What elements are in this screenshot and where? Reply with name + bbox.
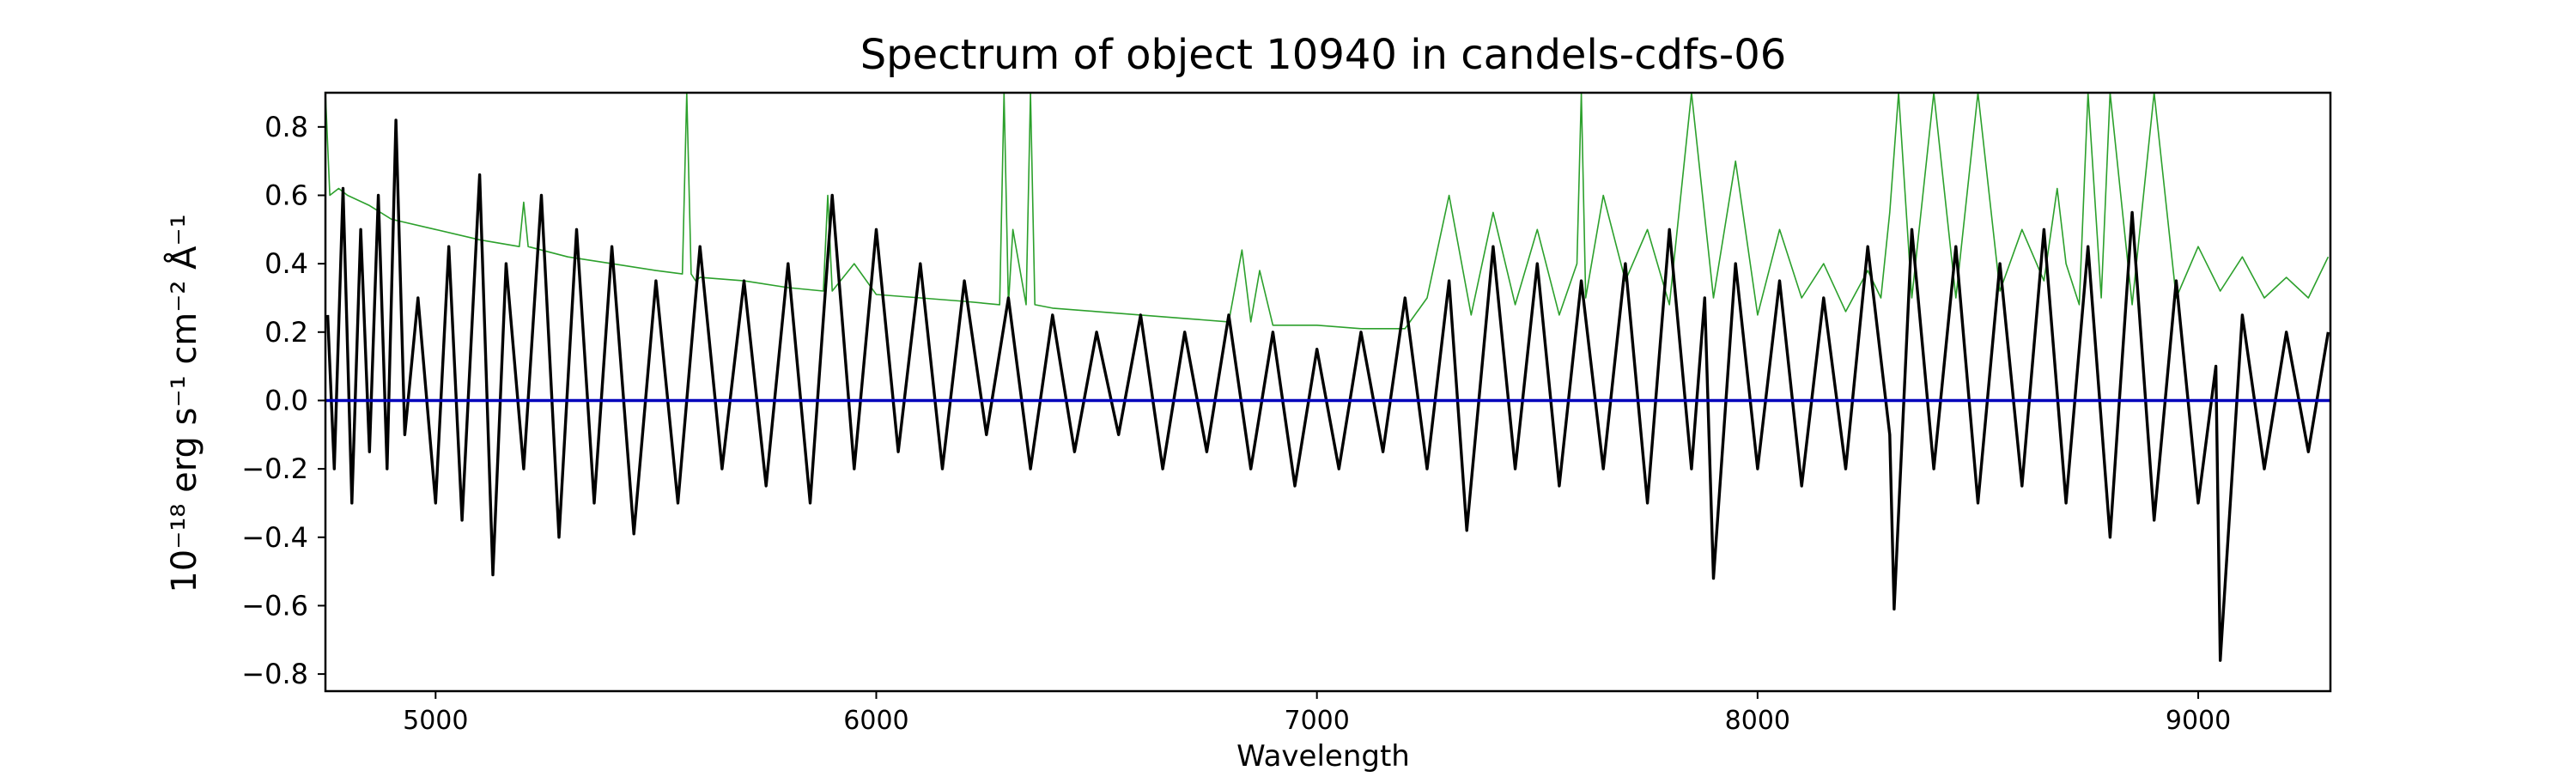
y-tick-label: 0.0 <box>264 384 308 416</box>
y-tick-label: 0.4 <box>264 247 308 280</box>
x-axis: 5000 6000 7000 8000 9000 <box>403 691 2231 736</box>
x-tick-label: 8000 <box>1725 706 1790 736</box>
x-tick-label: 7000 <box>1284 706 1349 736</box>
y-axis: −0.8 −0.6 −0.4 −0.2 0.0 0.2 0.4 0.6 0.8 <box>241 111 325 690</box>
x-tick-label: 9000 <box>2166 706 2231 736</box>
y-tick-label: 0.2 <box>264 316 308 349</box>
y-tick-label: −0.6 <box>241 589 308 622</box>
y-tick-label: −0.2 <box>241 452 308 485</box>
x-tick-label: 5000 <box>403 706 468 736</box>
y-axis-label: 10⁻¹⁸ erg s⁻¹ cm⁻² Å⁻¹ <box>163 214 204 592</box>
series-line-flux <box>325 118 2330 662</box>
y-tick-label: 0.8 <box>264 111 308 143</box>
plot-frame <box>324 91 2332 693</box>
series-group <box>325 93 2330 662</box>
chart-title: Spectrum of object 10940 in candels-cdfs… <box>860 31 1787 79</box>
y-tick-label: −0.4 <box>241 521 308 554</box>
y-tick-label: 0.6 <box>264 179 308 211</box>
x-axis-label: Wavelength <box>1236 739 1410 773</box>
series-line-error <box>325 93 2330 330</box>
y-tick-label: −0.8 <box>241 658 308 690</box>
x-tick-label: 6000 <box>843 706 908 736</box>
